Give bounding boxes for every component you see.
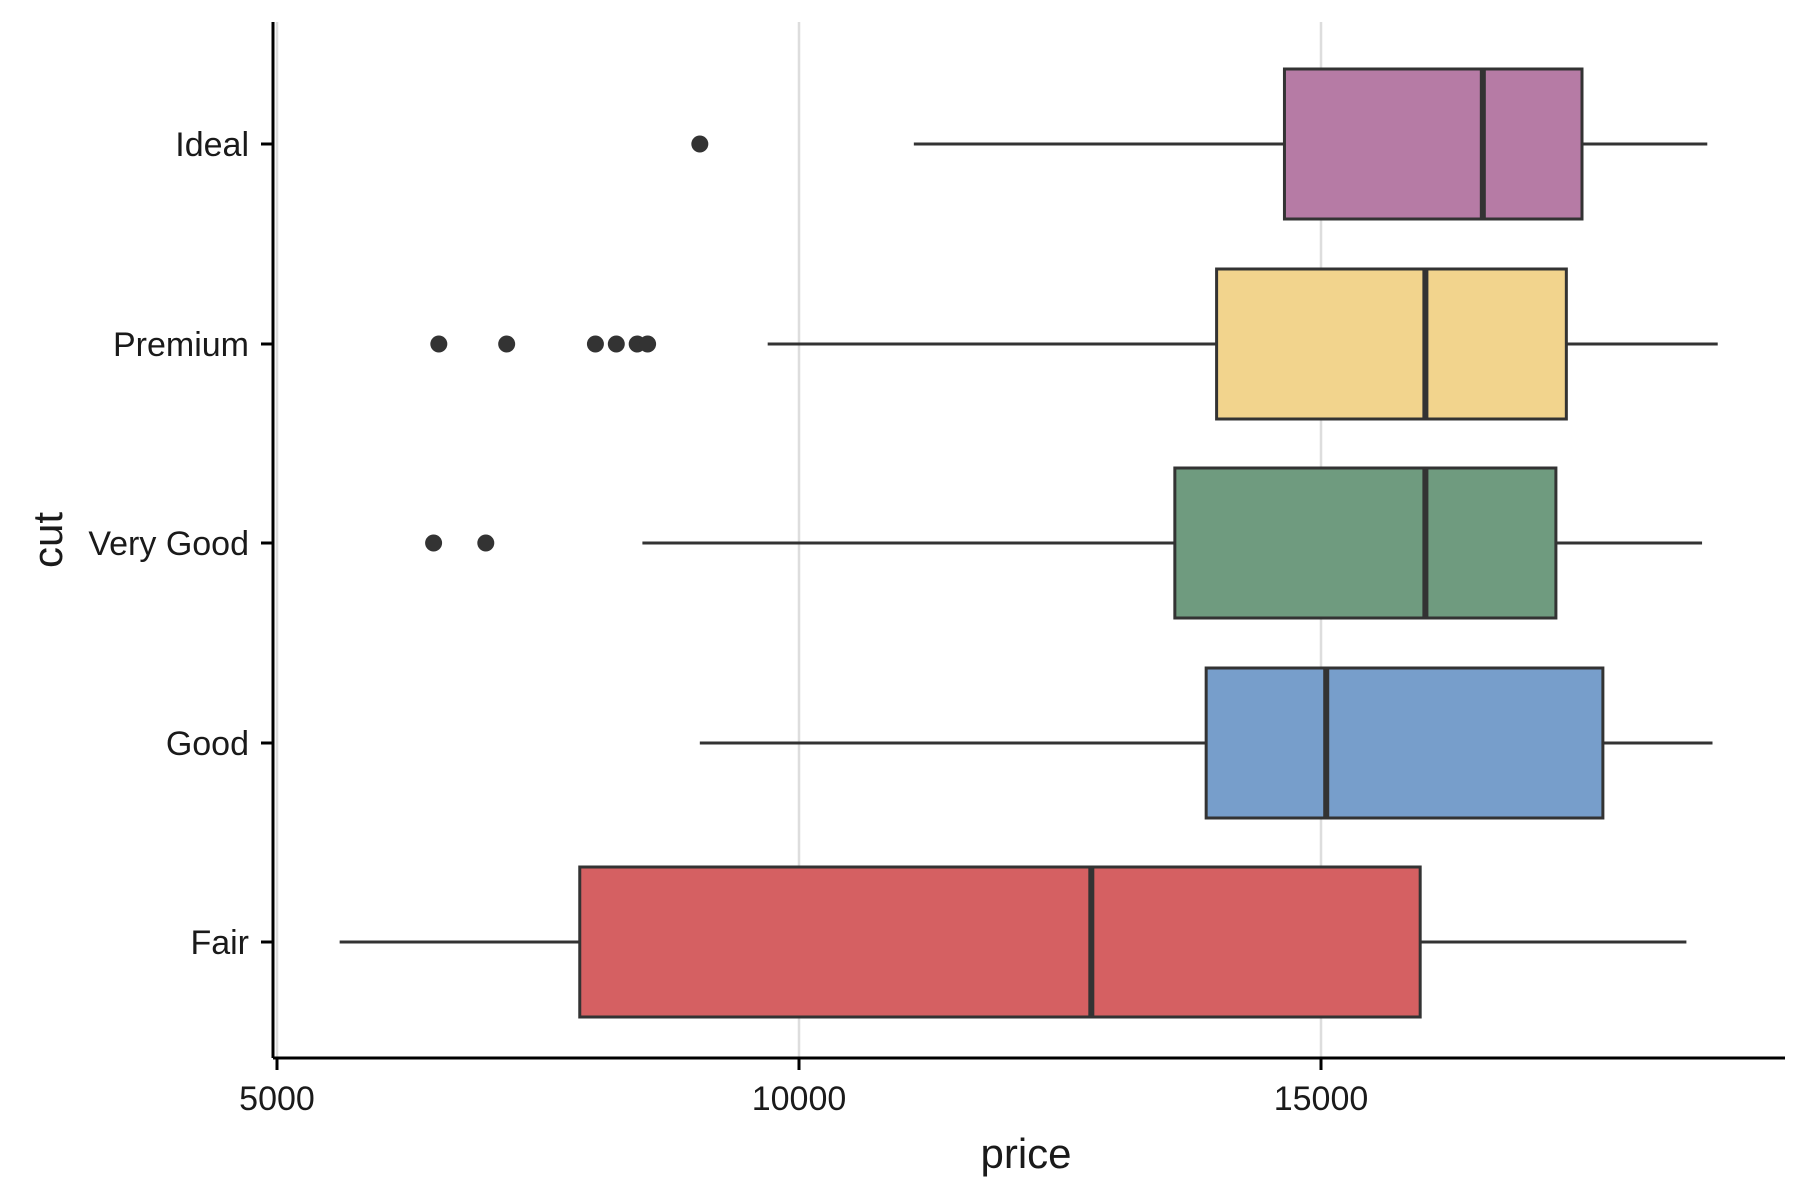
box-premium	[430, 267, 1718, 421]
y-tick-label-fair: Fair	[190, 924, 249, 962]
y-tick-label-good: Good	[166, 725, 249, 763]
box-very-good	[425, 466, 1703, 620]
outlier-premium-4	[607, 335, 625, 353]
outlier-ideal-1	[691, 135, 709, 153]
y-tick-label-premium: Premium	[113, 326, 249, 364]
box-ideal	[691, 67, 1708, 221]
x-axis-title: price	[980, 1130, 1071, 1177]
outlier-very-good-1	[425, 534, 443, 552]
box-good	[699, 666, 1713, 820]
outlier-premium-3	[586, 335, 604, 353]
axes	[271, 22, 1785, 1060]
box-fair	[339, 865, 1687, 1019]
x-tick-label-15000: 15000	[1274, 1080, 1369, 1118]
outlier-premium-2	[498, 335, 516, 353]
outlier-very-good-2	[477, 534, 495, 552]
y-axis-title: cut	[24, 512, 71, 568]
outlier-premium-6	[639, 335, 657, 353]
tick-labels: Fair Good Very Good Premium Ideal 5000 10000 15…	[88, 126, 1368, 1118]
iqr-box-ideal	[1282, 67, 1584, 221]
box-series	[339, 67, 1718, 1019]
iqr-box-premium	[1215, 267, 1568, 421]
iqr-box-very-good	[1173, 466, 1558, 620]
iqr-box-fair	[578, 865, 1422, 1019]
outlier-premium-1	[430, 335, 448, 353]
y-tick-label-very-good: Very Good	[88, 525, 249, 563]
iqr-box-good	[1204, 666, 1605, 820]
x-tick-label-5000: 5000	[239, 1080, 315, 1118]
x-tick-label-10000: 10000	[752, 1080, 847, 1118]
y-tick-label-ideal: Ideal	[175, 126, 249, 164]
